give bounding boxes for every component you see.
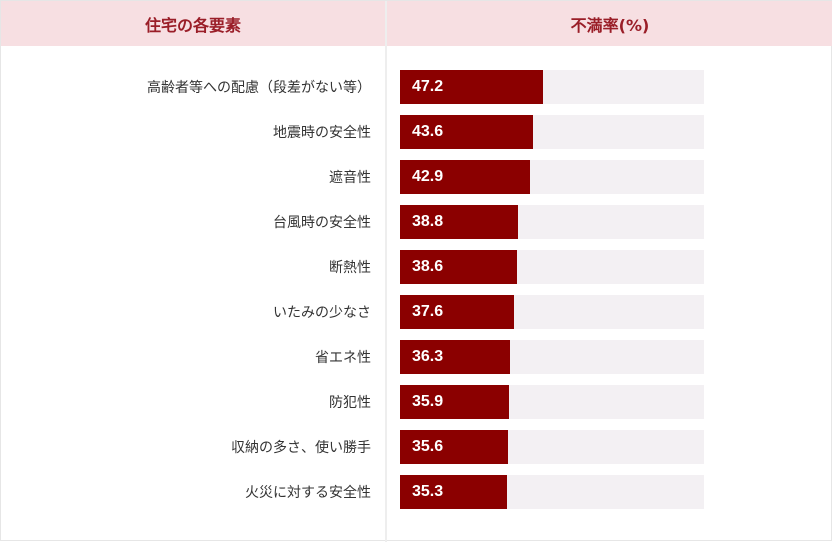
- bar-track: 42.9: [400, 160, 704, 194]
- bar: [400, 115, 533, 149]
- bar-value-label: 38.8: [412, 213, 444, 230]
- column-divider: [385, 1, 387, 542]
- bar-value-label: 42.9: [412, 168, 444, 185]
- bar: [400, 475, 508, 509]
- bar-track: 38.8: [400, 205, 704, 239]
- bar-track: 36.3: [400, 340, 704, 374]
- bar-track: 37.6: [400, 295, 704, 329]
- category-label: 高齢者等への配慮（段差がない等）: [147, 80, 371, 96]
- bar: [400, 70, 544, 104]
- category-label: 断熱性: [329, 260, 371, 276]
- bar: [400, 430, 509, 464]
- bar-value-label: 35.6: [412, 438, 444, 455]
- bar-track: 38.6: [400, 250, 704, 284]
- bar: [400, 295, 515, 329]
- bar-value-label: 36.3: [412, 348, 444, 365]
- bar-track: 35.6: [400, 430, 704, 464]
- bar-value-label: 47.2: [412, 78, 444, 95]
- bar-track: 35.3: [400, 475, 704, 509]
- bar: [400, 160, 531, 194]
- bar-track: 43.6: [400, 115, 704, 149]
- bar: [400, 340, 511, 374]
- bar: [400, 385, 510, 419]
- bar: [400, 250, 518, 284]
- category-label: 省エネ性: [315, 350, 371, 366]
- bar-value-label: 35.3: [412, 483, 444, 500]
- category-label: 地震時の安全性: [273, 125, 371, 141]
- bar-value-label: 37.6: [412, 303, 444, 320]
- category-label: 台風時の安全性: [273, 215, 371, 231]
- bar-value-label: 43.6: [412, 123, 444, 140]
- bar-track: 47.2: [400, 70, 704, 104]
- category-label: 防犯性: [329, 395, 371, 411]
- bar-track: 35.9: [400, 385, 704, 419]
- bar: [400, 205, 518, 239]
- category-label: 火災に対する安全性: [245, 485, 371, 501]
- table-header: 住宅の各要素 不満率(%): [1, 1, 832, 46]
- category-label: 遮音性: [329, 170, 371, 186]
- header-rate-title: 不満率(%): [387, 1, 832, 46]
- header-element-title: 住宅の各要素: [1, 1, 385, 46]
- category-label: 収納の多さ、使い勝手: [231, 440, 371, 456]
- bar-value-label: 38.6: [412, 258, 444, 275]
- category-label: いたみの少なさ: [273, 305, 371, 321]
- bar-value-label: 35.9: [412, 393, 444, 410]
